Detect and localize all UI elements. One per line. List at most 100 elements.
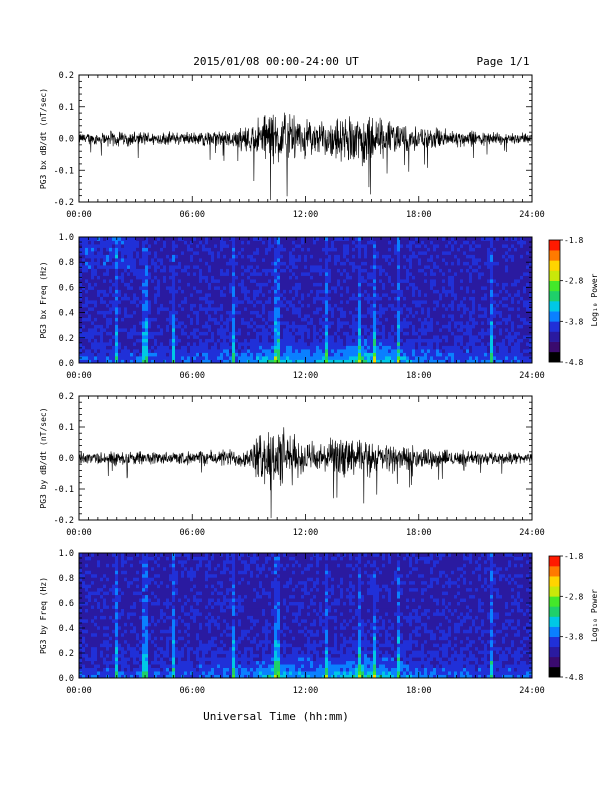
spectrogram-cell [127, 307, 131, 311]
spectrogram-cell [349, 317, 353, 322]
spectrogram-cell [400, 300, 404, 304]
spectrogram-cell [238, 307, 242, 311]
spectrogram-cell [265, 328, 269, 332]
spectrogram-cell [196, 272, 200, 276]
spectrogram-cell [163, 237, 167, 241]
spectrogram-cell [457, 286, 461, 290]
spectrogram-cell [343, 240, 347, 245]
spectrogram-cell [277, 286, 281, 290]
spectrogram-cell [388, 258, 392, 262]
spectrogram-cell [148, 352, 152, 357]
spectrogram-cell [157, 314, 161, 318]
spectrogram-cell [349, 310, 353, 315]
spectrogram-cell [283, 296, 287, 301]
spectrogram-cell [256, 314, 260, 318]
spectrogram-cell [208, 317, 212, 322]
spectrogram-cell [244, 328, 248, 332]
spectrogram-cell [124, 335, 128, 339]
spectrogram-cell [358, 331, 362, 336]
spectrogram-cell [235, 317, 239, 322]
spectrogram-cell [394, 286, 398, 290]
spectrogram-cell [238, 251, 242, 255]
spectrogram-cell [256, 275, 260, 280]
spectrogram-cell [217, 314, 221, 318]
spectrogram-cell [460, 359, 464, 364]
spectrogram-cell [313, 293, 317, 297]
spectrogram-cell [184, 254, 188, 259]
spectrogram-cell [247, 307, 251, 311]
spectrogram-cell [343, 244, 347, 248]
spectrogram-cell [85, 289, 89, 294]
spectrogram-cell [409, 342, 413, 346]
spectrogram-cell [112, 317, 116, 322]
spectrogram-cell [304, 300, 308, 304]
spectrogram-cell [337, 338, 341, 343]
spectrogram-cell [259, 324, 263, 329]
spectrogram-cell [457, 335, 461, 339]
spectrogram-cell [385, 272, 389, 276]
spectrogram-cell [133, 286, 137, 290]
spectrogram-cell [136, 349, 140, 353]
spectrogram-cell [370, 261, 374, 266]
spectrogram-cell [337, 265, 341, 269]
spectrogram-cell [79, 286, 83, 290]
spectrogram-cell [286, 286, 290, 290]
spectrogram-cell [316, 265, 320, 269]
spectrogram-cell [82, 254, 86, 259]
spectrogram-cell [406, 272, 410, 276]
spectrogram-cell [184, 342, 188, 346]
spectrogram-cell [94, 307, 98, 311]
spectrogram-cell [139, 247, 143, 252]
spectrogram-cell [403, 237, 407, 241]
spectrogram-cell [436, 356, 440, 360]
spectrogram-cell [361, 272, 365, 276]
spectrogram-cell [178, 268, 182, 273]
spectrogram-cell [334, 328, 338, 332]
spectrogram-cell [157, 268, 161, 273]
spectrogram-cell [373, 282, 377, 287]
spectrogram-cell [391, 247, 395, 252]
spectrogram-cell [367, 258, 371, 262]
spectrogram-cell [88, 349, 92, 353]
spectrogram-cell [379, 314, 383, 318]
spectrogram-cell [118, 293, 122, 297]
spectrogram-cell [286, 314, 290, 318]
spectrogram-cell [193, 310, 197, 315]
spectrogram-cell [373, 247, 377, 252]
spectrogram-cell [316, 279, 320, 283]
spectrogram-cell [262, 237, 266, 241]
spectrogram-cell [184, 265, 188, 269]
spectrogram-cell [163, 310, 167, 315]
spectrogram-cell [184, 244, 188, 248]
spectrogram-cell [418, 261, 422, 266]
spectrogram-cell [439, 300, 443, 304]
spectrogram-cell [130, 247, 134, 252]
spectrogram-cell [145, 359, 149, 364]
spectrogram-cell [334, 265, 338, 269]
spectrogram-cell [205, 317, 209, 322]
spectrogram-cell [433, 286, 437, 290]
spectrogram-cell [379, 328, 383, 332]
spectrogram-cell [361, 293, 365, 297]
spectrogram-cell [166, 247, 170, 252]
spectrogram-cell [226, 272, 230, 276]
spectrogram-cell [478, 286, 482, 290]
spectrogram-cell [439, 342, 443, 346]
spectrogram-cell [469, 359, 473, 364]
spectrogram-cell [115, 244, 119, 248]
spectrogram-cell [247, 240, 251, 245]
spectrogram-cell [166, 286, 170, 290]
spectrogram-cell [472, 272, 476, 276]
spectrogram-cell [211, 265, 215, 269]
spectrogram-cell [142, 240, 146, 245]
spectrogram-cell [439, 296, 443, 301]
spectrogram-cell [373, 286, 377, 290]
spectrogram-cell [184, 328, 188, 332]
spectrogram-cell [313, 345, 317, 350]
spectrogram-cell [283, 261, 287, 266]
spectrogram-cell [340, 314, 344, 318]
spectrogram-cell [454, 240, 458, 245]
spectrogram-cell [334, 335, 338, 339]
spectrogram-cell [382, 310, 386, 315]
spectrogram-cell [79, 247, 83, 252]
